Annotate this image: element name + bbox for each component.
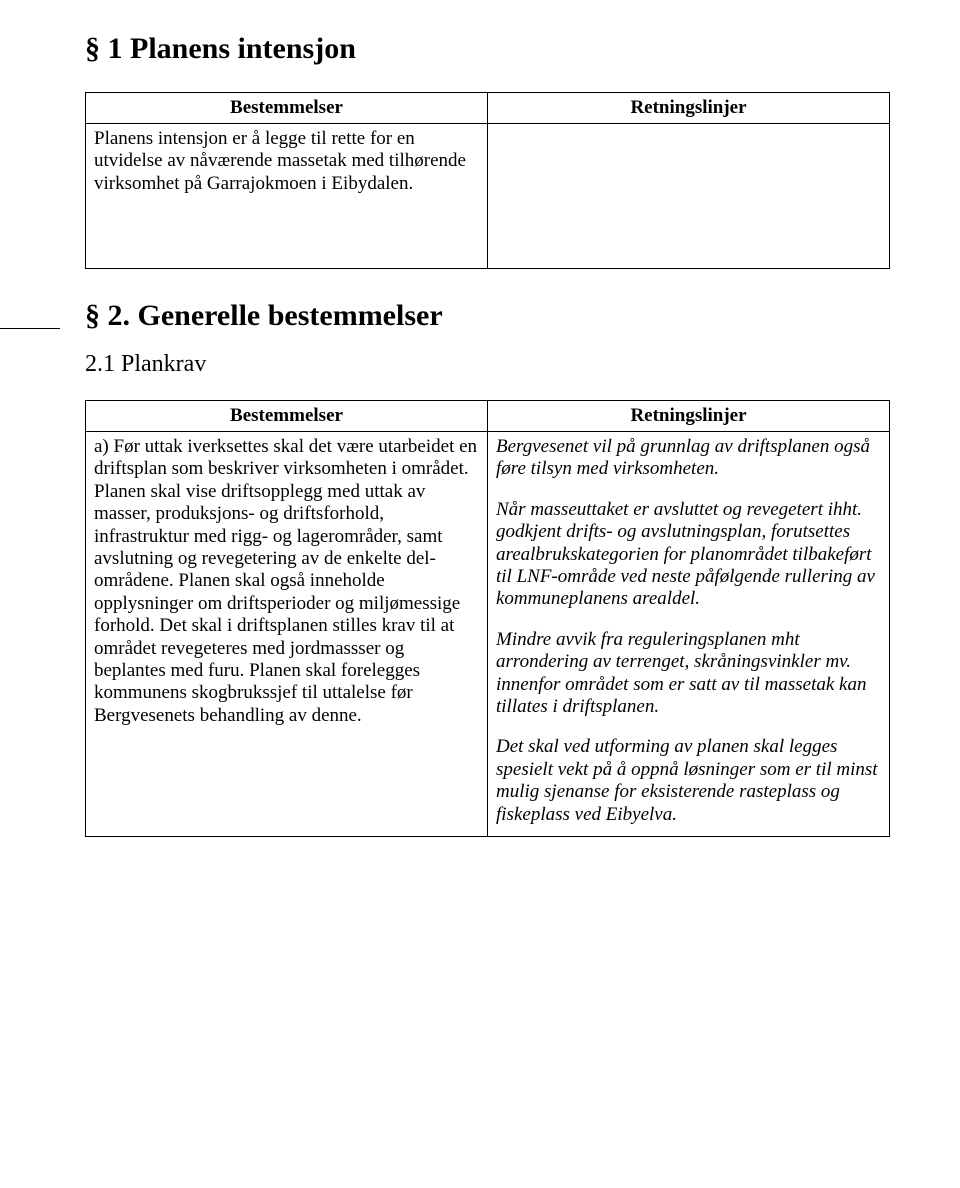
right-paragraph-1: Bergvesenet vil på grunnlag av driftspla… bbox=[496, 436, 881, 481]
right-paragraph-4: Det skal ved utforming av planen skal le… bbox=[496, 736, 881, 826]
section-1-body-right bbox=[488, 124, 890, 269]
section-1-title: § 1 Planens intensjon bbox=[85, 32, 890, 66]
table-header-retningslinjer: Retningslinjer bbox=[488, 93, 890, 124]
table-header-bestemmelser-2: Bestemmelser bbox=[86, 401, 488, 432]
document-page: § 1 Planens intensjon Bestemmelser Retni… bbox=[0, 0, 960, 1188]
table-header-bestemmelser: Bestemmelser bbox=[86, 93, 488, 124]
section-1-body-left: Planens intensjon er å legge til rette f… bbox=[86, 124, 488, 269]
section-2-1-body-right: Bergvesenet vil på grunnlag av driftspla… bbox=[488, 432, 890, 837]
section-1-table: Bestemmelser Retningslinjer Planens inte… bbox=[85, 92, 890, 269]
right-paragraph-2: Når masseuttaket er avsluttet og reveget… bbox=[496, 499, 881, 611]
section-2-1-table: Bestemmelser Retningslinjer a) Før uttak… bbox=[85, 400, 890, 837]
table-header-retningslinjer-2: Retningslinjer bbox=[488, 401, 890, 432]
subsection-2-1-title: 2.1 Plankrav bbox=[85, 351, 890, 378]
section-2-1-body-left: a) Før uttak iverksettes skal det være u… bbox=[86, 432, 488, 837]
margin-rule-stub bbox=[0, 328, 60, 329]
right-paragraph-3: Mindre avvik fra reguleringsplanen mht a… bbox=[496, 629, 881, 719]
section-2-title: § 2. Generelle bestemmelser bbox=[85, 299, 890, 333]
